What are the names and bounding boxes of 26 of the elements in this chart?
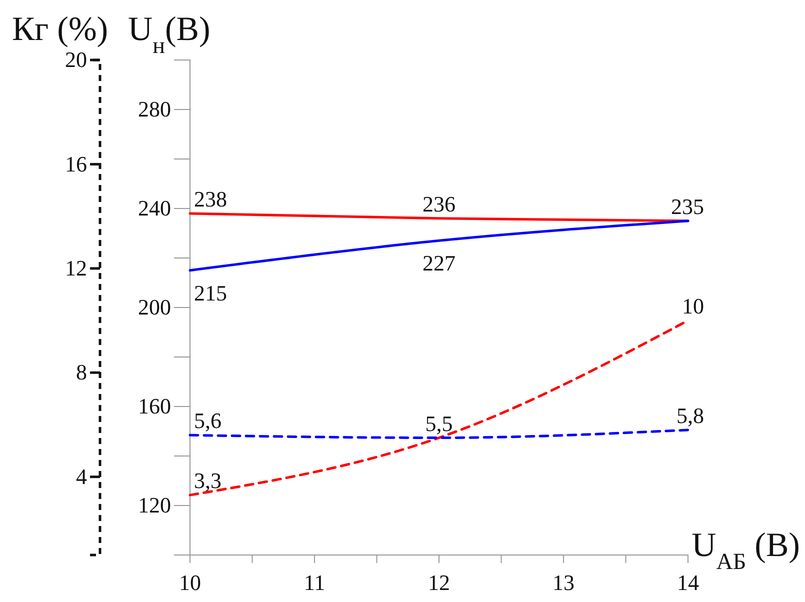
x-tick-label: 12 [428, 570, 450, 596]
data-label: 235 [671, 194, 704, 219]
data-label: 236 [422, 191, 456, 216]
y-tick-label: 120 [138, 492, 171, 518]
y-tick-label: 160 [138, 394, 171, 419]
data-label: 5,6 [194, 408, 222, 434]
y-tick-label: 240 [138, 196, 171, 221]
x-tick-label: 13 [552, 570, 574, 596]
y2-axis-title: Кг (%) [12, 11, 108, 48]
data-label: 10 [682, 294, 704, 319]
y2-tick-label: 8 [76, 360, 87, 385]
data-label: 5,5 [425, 410, 453, 436]
y-axis-title: U$_{н}$(В) [128, 11, 210, 59]
y-tick-label: 280 [138, 96, 171, 122]
y2-tick-label: 12 [65, 255, 87, 280]
x-tick-label: 10 [179, 570, 201, 596]
data-label: 3,3 [194, 468, 222, 494]
y-tick-label: 200 [138, 294, 171, 320]
y2-tick-label: 20 [65, 47, 87, 72]
y2-tick-label: 4 [76, 464, 87, 489]
y2-tick-label: 16 [65, 151, 87, 176]
data-label: 5,8 [676, 402, 704, 428]
data-label: 238 [194, 186, 227, 212]
x-tick-label: 11 [304, 570, 326, 596]
data-label: 227 [422, 250, 456, 276]
data-label: 215 [194, 280, 227, 306]
